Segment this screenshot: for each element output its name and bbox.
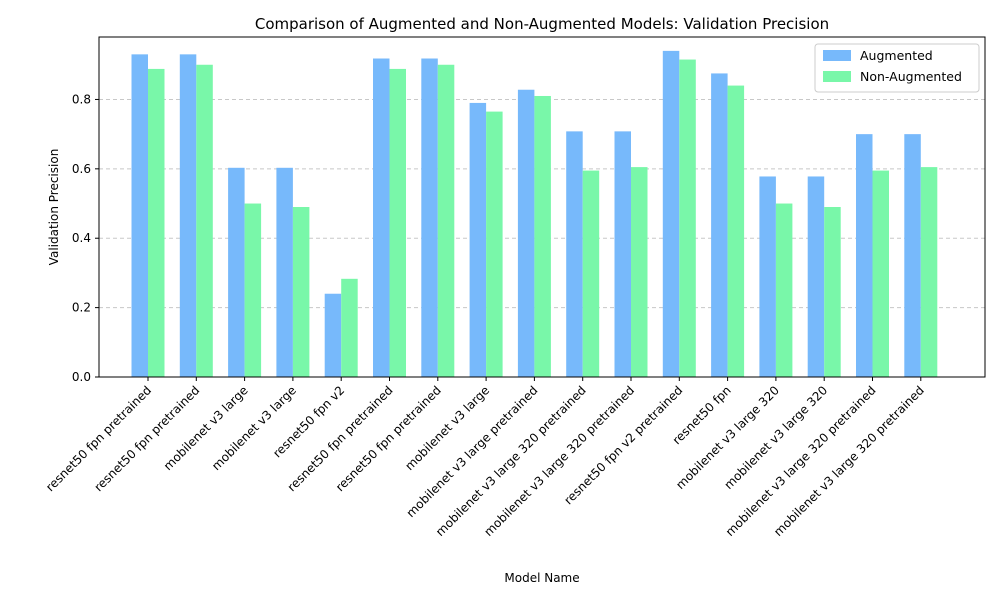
legend-swatch-augmented [823,50,851,61]
bar-augmented [807,176,825,377]
bar-non-augmented [872,170,889,377]
bar-non-augmented [486,111,503,378]
bar-augmented [469,102,487,377]
bar-augmented [179,54,197,378]
bar-non-augmented [292,207,310,377]
bar-augmented [517,89,535,378]
legend: Augmented Non-Augmented [814,43,980,93]
plot-frame [98,36,986,378]
x-tick-label: mobilenet v3 large [209,383,299,473]
x-tick-label: mobilenet v3 large [161,383,251,473]
bar-non-augmented [775,203,793,377]
bar-non-augmented [148,68,165,377]
bar-augmented [904,134,921,377]
bar-non-augmented [196,64,213,378]
bar-augmented [566,131,583,377]
bar-non-augmented [920,167,938,377]
chart-title: Comparison of Augmented and Non-Augmente… [255,15,829,33]
legend-box [814,43,980,93]
bar-augmented [856,134,873,377]
y-tick-label: 0.8 [72,92,91,106]
bar-non-augmented [582,170,600,377]
bar-augmented [759,176,776,377]
bar-non-augmented [534,95,551,378]
y-tick-label: 0.6 [72,162,91,176]
bar-non-augmented [341,278,358,377]
y-axis-ticks: 0.0 0.2 0.4 0.6 0.8 [72,92,99,384]
bar-augmented [373,58,390,378]
bar-augmented [421,58,438,378]
bar-non-augmented [679,59,696,377]
x-axis-label: Model Name [504,571,579,585]
y-tick-label: 0.0 [72,370,91,384]
bar-non-augmented [244,203,262,377]
bar-non-augmented [389,68,406,377]
legend-label-augmented: Augmented [860,48,933,63]
bar-non-augmented [824,207,841,377]
bar-non-augmented [727,85,745,378]
bar-augmented [324,293,342,377]
bars [131,50,938,378]
bar-augmented [662,50,680,377]
bar-non-augmented [437,64,455,378]
legend-swatch-non-augmented [823,71,851,82]
bar-augmented [614,131,631,377]
legend-label-non-augmented: Non-Augmented [860,69,962,84]
y-axis-label: Validation Precision [47,149,61,266]
bar-augmented [131,54,148,378]
x-tick-label: mobilenet v3 large [402,383,492,473]
bar-augmented [276,167,293,377]
bar-non-augmented [631,167,648,377]
bar-augmented [228,167,245,377]
bar-augmented [711,73,728,377]
y-tick-label: 0.4 [72,231,91,245]
y-tick-label: 0.2 [72,301,91,315]
